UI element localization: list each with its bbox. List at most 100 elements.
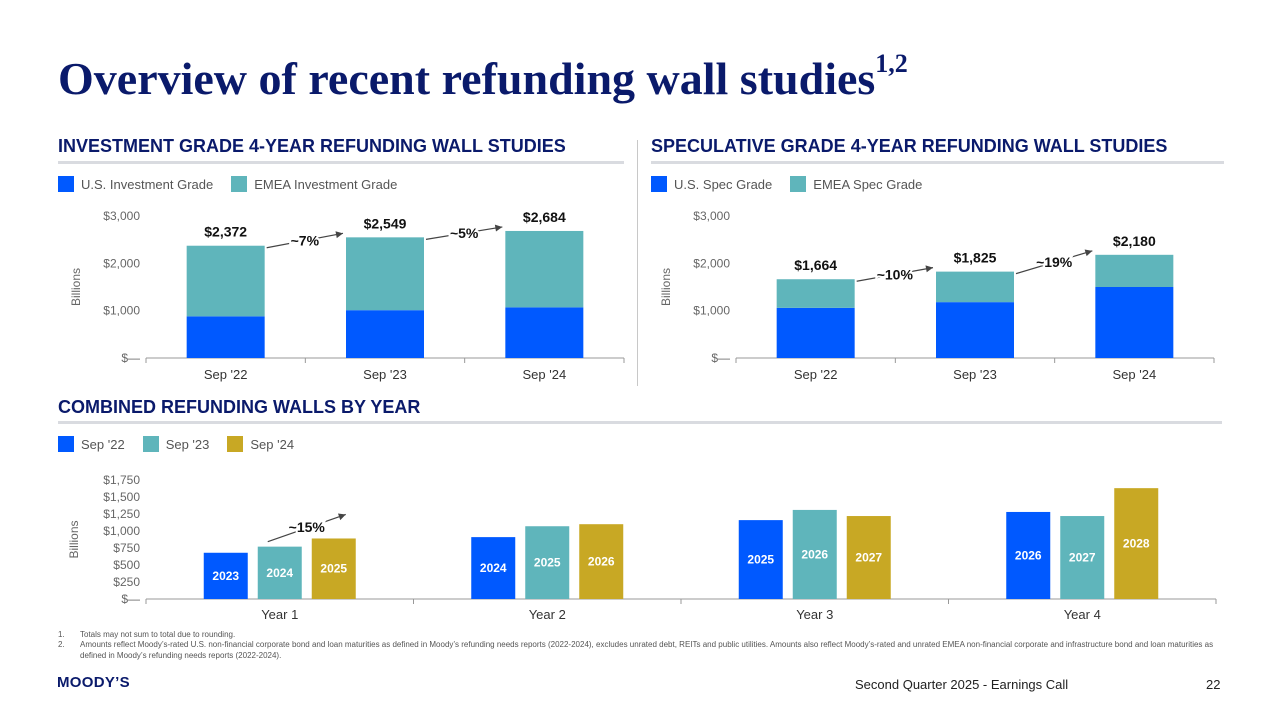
moodys-logo: MOODY’S <box>57 674 130 691</box>
sg-legend-label-emea: EMEA Spec Grade <box>813 176 923 192</box>
page-title-text: Overview of recent refunding wall studie… <box>58 53 876 104</box>
ig-ytick-label: $1,000 <box>103 304 140 318</box>
ig-ylabel: Billions <box>69 268 83 306</box>
ig-growth-arrow-head <box>335 231 343 239</box>
combined-growth-arrow-head <box>337 513 346 521</box>
combined-ytick-label: $250 <box>113 575 140 589</box>
combined-ytick-label: $— <box>121 592 140 606</box>
combined-legend-item-sep24: Sep '24 <box>227 436 294 452</box>
combined-ytick-label: $500 <box>113 558 140 572</box>
sg-total-label: $2,180 <box>1113 233 1156 249</box>
combined-bar <box>203 552 248 599</box>
combined-bar-year-label: 2024 <box>266 566 293 580</box>
combined-legend-label-sep23: Sep '23 <box>165 436 210 452</box>
ig-total-label: $2,372 <box>204 224 247 240</box>
ig-bar-us <box>186 316 265 358</box>
ig-bar-emea <box>346 237 424 311</box>
combined-ytick-label: $1,750 <box>103 473 140 487</box>
combined-legend-item-sep23: Sep '23 <box>142 436 210 452</box>
combined-bar <box>579 524 624 599</box>
combined-bar-year-label: 2026 <box>1015 548 1042 562</box>
combined-bar-year-label: 2025 <box>320 562 347 576</box>
combined-bar <box>1060 516 1105 599</box>
title-superscript: 1,2 <box>875 49 908 78</box>
sg-ytick-label: $— <box>711 351 730 365</box>
sg-ylabel: Billions <box>659 268 673 306</box>
footnote-2: 2. Amounts reflect Moody’s-rated U.S. non… <box>58 640 1228 661</box>
combined-bar-year-label: 2025 <box>534 556 561 570</box>
sg-legend-swatch-emea <box>790 176 807 192</box>
sg-section-title: SPECULATIVE GRADE 4-YEAR REFUNDING WALL … <box>651 136 1168 156</box>
sg-growth-arrow-head <box>925 265 933 273</box>
combined-bar <box>471 537 516 599</box>
combined-ytick-label: $1,000 <box>103 524 140 538</box>
page-number: 22 <box>1206 677 1221 692</box>
combined-ytick-label: $1,250 <box>103 507 140 521</box>
combined-category-label: Year 3 <box>796 607 833 622</box>
ig-bar-us <box>505 307 584 358</box>
combined-ytick-label: $750 <box>113 541 140 555</box>
combined-bar-year-label: 2026 <box>588 555 615 569</box>
page-title: Overview of recent refunding wall studie… <box>58 49 908 105</box>
combined-bar-year-label: 2027 <box>855 551 882 565</box>
ig-growth-label: ~7% <box>291 233 320 249</box>
ig-ytick-label: $— <box>121 351 140 365</box>
sg-title-rule <box>651 161 1224 164</box>
combined-title-rule <box>58 421 1222 424</box>
ig-ytick-label: $3,000 <box>103 209 140 223</box>
sg-category-label: Sep '22 <box>794 367 838 382</box>
combined-category-label: Year 2 <box>529 607 566 622</box>
sg-growth-arrow-head <box>1084 249 1093 257</box>
combined-section-title: COMBINED REFUNDING WALLS BY YEAR <box>58 397 421 417</box>
ig-bar-emea <box>505 230 584 308</box>
ig-legend: U.S. Investment Grade EMEA Investment Gr… <box>58 176 415 192</box>
combined-legend-item-sep22: Sep '22 <box>58 436 125 452</box>
ig-bar-emea <box>186 245 265 317</box>
combined-bar-year-label: 2023 <box>212 569 239 583</box>
sg-bar-emea <box>1095 254 1174 287</box>
ig-legend-swatch-us <box>58 176 74 192</box>
sg-legend-item-us: U.S. Spec Grade <box>651 176 772 192</box>
footnote-1-text: Totals may not sum to total due to round… <box>80 630 236 639</box>
ig-chart: $— $1,000 $2,000 $3,000 Billions $2,372 Sep '2… <box>69 209 625 382</box>
sg-bar-us <box>776 307 855 358</box>
combined-bar <box>792 509 837 599</box>
footnote-1: 1. Totals may not sum to total due to rou… <box>58 630 1228 640</box>
sg-ytick-label: $2,000 <box>693 256 730 270</box>
combined-bar <box>257 546 302 599</box>
sg-legend-item-emea: EMEA Spec Grade <box>790 176 922 192</box>
ig-category-label: Sep '23 <box>363 367 407 382</box>
sg-bar-us <box>936 302 1014 358</box>
ig-bar-us <box>346 310 424 358</box>
combined-category-label: Year 4 <box>1064 607 1101 622</box>
ig-growth-arrow-line <box>266 232 344 249</box>
ig-section-title: INVESTMENT GRADE 4-YEAR REFUNDING WALL S… <box>58 136 566 156</box>
ig-total-label: $2,549 <box>364 215 407 231</box>
footnote-2-number: 2. <box>58 640 65 650</box>
combined-bar <box>525 526 570 599</box>
sg-bar-us <box>1095 287 1174 358</box>
sg-legend-swatch-us <box>651 176 667 192</box>
combined-bar-year-label: 2026 <box>801 547 828 561</box>
combined-legend: Sep '22 Sep '23 Sep '24 <box>58 436 312 452</box>
combined-bar-year-label: 2028 <box>1123 537 1150 551</box>
combined-growth-label: ~15% <box>289 519 326 535</box>
footer-event: Second Quarter 2025 - Earnings Call <box>855 677 1069 692</box>
combined-ylabel: Billions <box>67 520 81 558</box>
sg-category-label: Sep '23 <box>953 367 997 382</box>
sg-bar-emea <box>936 271 1014 303</box>
ig-legend-label-us: U.S. Investment Grade <box>81 176 214 192</box>
combined-ytick-label: $1,500 <box>103 490 140 504</box>
combined-bar <box>846 516 891 599</box>
combined-bar-year-label: 2024 <box>480 561 507 575</box>
combined-legend-swatch-sep23 <box>142 436 159 452</box>
sg-growth-arrow-line <box>1015 250 1093 275</box>
combined-bar <box>1006 511 1051 599</box>
ig-growth-arrow-line <box>425 226 503 240</box>
combined-bar <box>738 520 783 599</box>
sg-ytick-label: $1,000 <box>693 304 730 318</box>
sg-ytick-label: $3,000 <box>693 209 730 223</box>
sg-category-label: Sep '24 <box>1112 367 1156 382</box>
ig-legend-item-us: U.S. Investment Grade <box>58 176 213 192</box>
sg-growth-label: ~19% <box>1036 254 1073 270</box>
